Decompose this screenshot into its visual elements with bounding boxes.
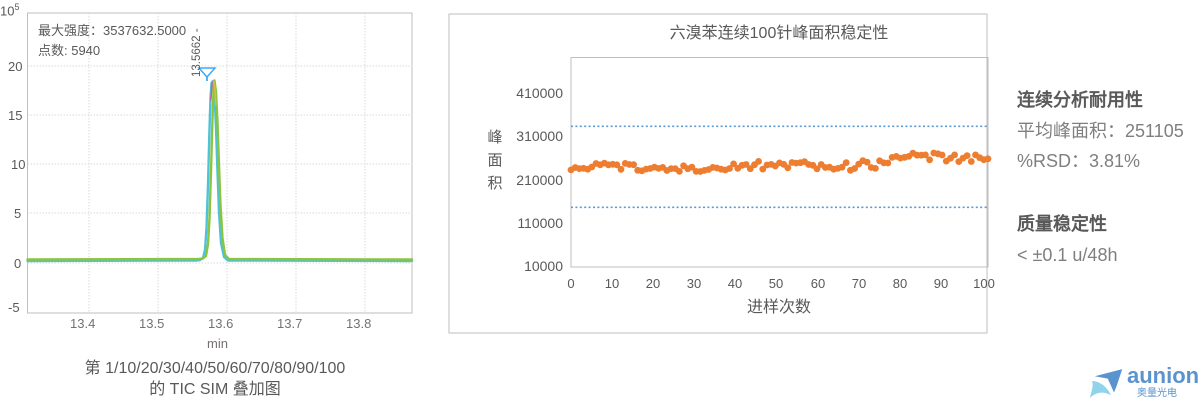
svg-text:80: 80 xyxy=(893,276,907,291)
svg-text:310000: 310000 xyxy=(516,128,563,144)
svg-text:210000: 210000 xyxy=(516,172,563,188)
svg-text:70: 70 xyxy=(852,276,866,291)
svg-text:110000: 110000 xyxy=(517,215,563,231)
svg-text:410000: 410000 xyxy=(516,85,563,101)
svg-text:20: 20 xyxy=(646,276,660,291)
svg-text:90: 90 xyxy=(934,276,948,291)
svg-text:积: 积 xyxy=(487,175,502,192)
svg-text:30: 30 xyxy=(687,276,701,291)
svg-text:0: 0 xyxy=(567,276,574,291)
svg-text:60: 60 xyxy=(811,276,825,291)
svg-text:100: 100 xyxy=(973,276,995,291)
svg-text:aunion: aunion xyxy=(1127,363,1199,388)
svg-text:进样次数: 进样次数 xyxy=(747,298,811,316)
svg-text:10: 10 xyxy=(605,276,619,291)
svg-text:面: 面 xyxy=(487,152,502,169)
svg-text:奥量光电: 奥量光电 xyxy=(1137,386,1177,399)
svg-text:10000: 10000 xyxy=(524,258,563,274)
svg-text:六溴苯连续100针峰面积稳定性: 六溴苯连续100针峰面积稳定性 xyxy=(670,24,889,42)
svg-text:50: 50 xyxy=(769,276,783,291)
svg-text:40: 40 xyxy=(728,276,742,291)
svg-text:峰: 峰 xyxy=(487,129,502,146)
